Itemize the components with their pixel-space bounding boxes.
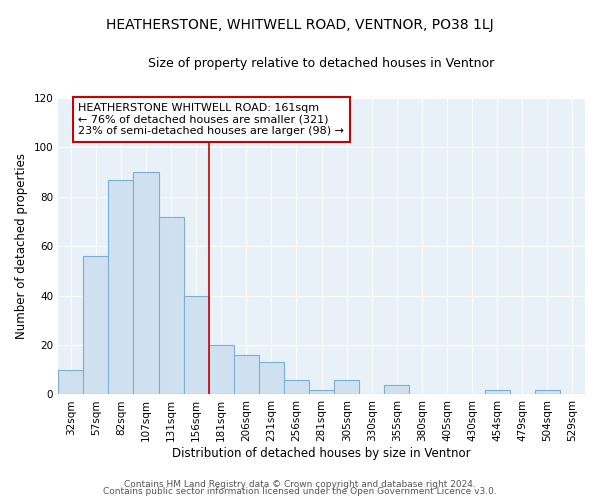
Bar <box>58 370 83 394</box>
Bar <box>133 172 158 394</box>
Bar <box>234 355 259 395</box>
Title: Size of property relative to detached houses in Ventnor: Size of property relative to detached ho… <box>148 58 495 70</box>
Bar <box>309 390 334 394</box>
Y-axis label: Number of detached properties: Number of detached properties <box>15 154 28 340</box>
Bar <box>109 180 133 394</box>
Bar <box>535 390 560 394</box>
Text: Contains public sector information licensed under the Open Government Licence v3: Contains public sector information licen… <box>103 487 497 496</box>
Bar <box>209 345 234 395</box>
Text: HEATHERSTONE WHITWELL ROAD: 161sqm
← 76% of detached houses are smaller (321)
23: HEATHERSTONE WHITWELL ROAD: 161sqm ← 76%… <box>78 103 344 136</box>
Bar <box>259 362 284 394</box>
X-axis label: Distribution of detached houses by size in Ventnor: Distribution of detached houses by size … <box>172 447 471 460</box>
Text: HEATHERSTONE, WHITWELL ROAD, VENTNOR, PO38 1LJ: HEATHERSTONE, WHITWELL ROAD, VENTNOR, PO… <box>106 18 494 32</box>
Bar <box>83 256 109 394</box>
Bar <box>158 216 184 394</box>
Bar <box>385 384 409 394</box>
Bar <box>184 296 209 394</box>
Bar <box>485 390 510 394</box>
Text: Contains HM Land Registry data © Crown copyright and database right 2024.: Contains HM Land Registry data © Crown c… <box>124 480 476 489</box>
Bar <box>284 380 309 394</box>
Bar <box>334 380 359 394</box>
